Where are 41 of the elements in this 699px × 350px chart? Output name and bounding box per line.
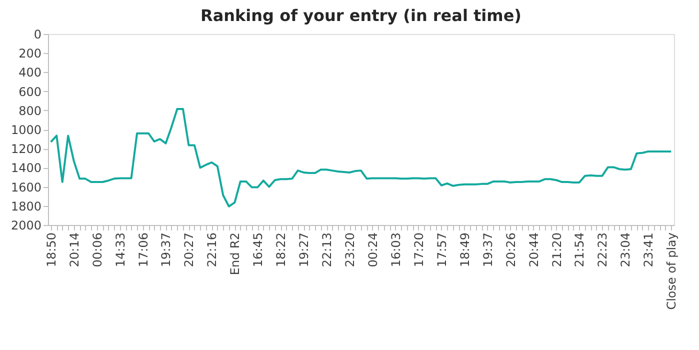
x-tick-label: 23:04 <box>618 232 633 268</box>
x-tick-label: 20:44 <box>526 232 541 268</box>
x-tick-label: 22:16 <box>205 232 220 268</box>
y-tick-label: 0 <box>34 28 42 42</box>
y-tick-label: 400 <box>18 66 42 80</box>
x-tick-label: 20:14 <box>67 232 82 268</box>
x-tick-label: 14:33 <box>113 232 128 268</box>
x-tick-label: 18:22 <box>274 232 288 268</box>
x-tick-label: 20:26 <box>504 232 518 268</box>
y-tick-label: 1600 <box>10 180 42 194</box>
x-tick-label: End R2 <box>228 232 242 276</box>
x-tick-label: 22:13 <box>320 232 334 268</box>
x-tick-label: 23:20 <box>343 232 358 268</box>
x-tick-label: Close of play <box>664 232 679 310</box>
y-tick-label: 1800 <box>10 199 42 214</box>
y-tick-label: 1200 <box>10 142 42 156</box>
x-tick-label: 22:23 <box>596 232 610 268</box>
x-tick-label: 21:54 <box>572 232 587 268</box>
x-tick-label: 19:37 <box>480 232 495 268</box>
x-tick-label: 17:06 <box>136 232 150 268</box>
y-tick-label: 2000 <box>10 218 42 232</box>
x-tick-label: 23:41 <box>642 232 656 268</box>
chart-title: Ranking of your entry (in real time) <box>200 6 522 25</box>
x-tick-label: 00:24 <box>366 232 380 268</box>
y-tick-label: 200 <box>18 46 42 61</box>
x-tick-label: 19:27 <box>297 232 312 268</box>
x-tick-label: 17:20 <box>412 232 426 268</box>
y-tick-label: 1400 <box>10 161 42 176</box>
line-series <box>50 108 672 208</box>
x-tick-label: 00:06 <box>90 232 104 268</box>
x-tick-label: 16:03 <box>388 232 403 268</box>
x-tick-label: 21:20 <box>550 232 564 268</box>
x-tick-label: 20:27 <box>182 232 196 268</box>
x-tick-label: 18:50 <box>44 232 58 268</box>
y-tick-label: 1000 <box>10 123 42 137</box>
x-tick-label: 16:45 <box>251 232 266 268</box>
x-tick-label: 17:57 <box>434 232 449 268</box>
y-tick-label: 800 <box>18 104 42 118</box>
y-tick-label: 600 <box>18 84 42 99</box>
x-tick-label: 18:49 <box>458 232 472 268</box>
x-tick-label: 19:37 <box>159 232 174 268</box>
